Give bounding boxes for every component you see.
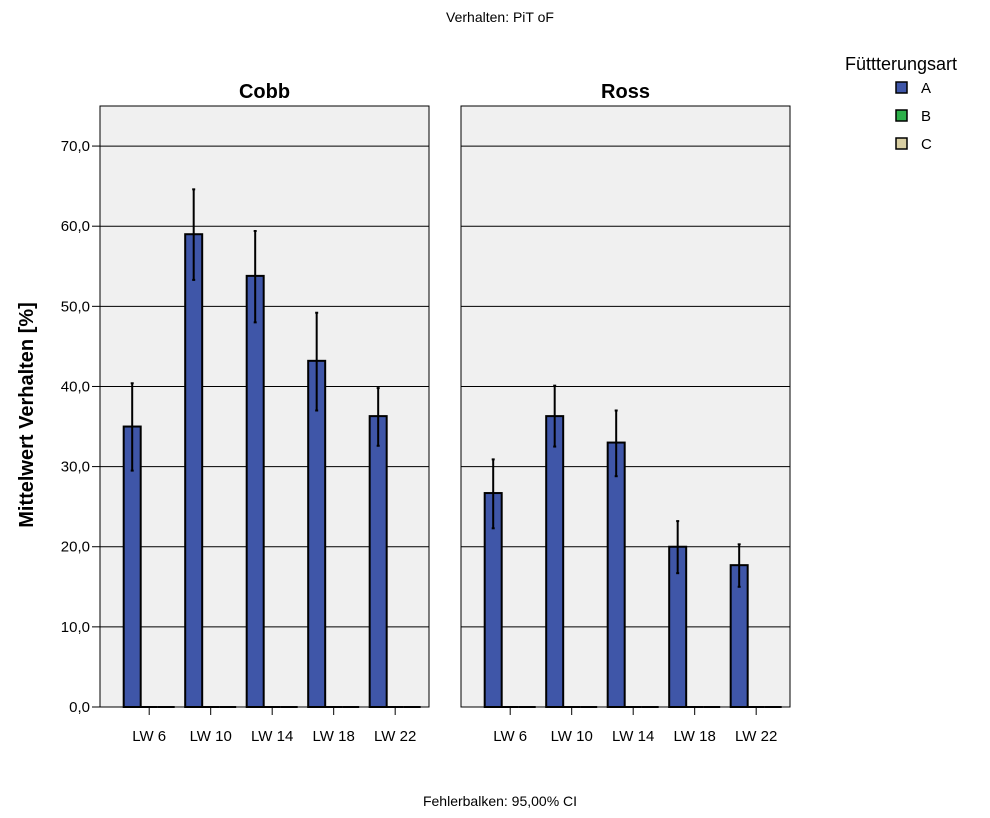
bar-a [184,233,204,708]
bar-a [606,441,626,708]
legend-label-c: C [921,136,932,153]
bar-a [245,274,265,708]
legend-swatch-a [895,81,908,94]
y-tick-label: 30,0 [61,459,90,476]
bar-a [368,415,388,708]
panel-cobb: 0,0 10,0 20,0 30,0 40,0 50,0 60,0 70,0 Cobb LW 6 L… [61,81,430,745]
x-tick-label: LW 10 [551,728,593,745]
y-tick-label: 20,0 [61,539,90,556]
y-tick-label: 40,0 [61,378,90,395]
y-tick-label: 10,0 [61,619,90,636]
legend-label-a: A [921,80,931,97]
x-tick-label: LW 10 [190,728,232,745]
error-bar-note: Fehlerbalken: 95,00% CI [423,793,577,809]
legend-swatch-c [895,137,908,150]
legend-title: Füttterungsart [845,54,957,74]
legend-swatch-b [895,109,908,122]
y-tick-label: 60,0 [61,218,90,235]
y-tick-label: 50,0 [61,298,90,315]
panel-title: Cobb [239,81,290,103]
legend: Füttterungsart A B C [845,54,957,153]
x-tick-label: LW 22 [735,728,777,745]
x-tick-label: LW 6 [132,728,166,745]
y-tick-label: 0,0 [69,699,90,716]
x-tick-label: LW 18 [674,728,716,745]
x-tick-label: LW 6 [493,728,527,745]
bar-a [545,415,565,708]
panel-ross: Ross LW 6 LW 10 LW 14 LW 18 LW 22 [460,81,791,745]
y-axis-title: Mittelwert Verhalten [%] [16,302,38,528]
x-tick-label: LW 14 [612,728,654,745]
panel-title: Ross [601,81,650,103]
legend-label-b: B [921,108,931,125]
bar-a [307,359,327,708]
x-tick-label: LW 22 [374,728,416,745]
y-tick-label: 70,0 [61,138,90,155]
chart-title: Verhalten: PiT oF [446,9,554,25]
x-tick-label: LW 14 [251,728,293,745]
x-tick-label: LW 18 [313,728,355,745]
